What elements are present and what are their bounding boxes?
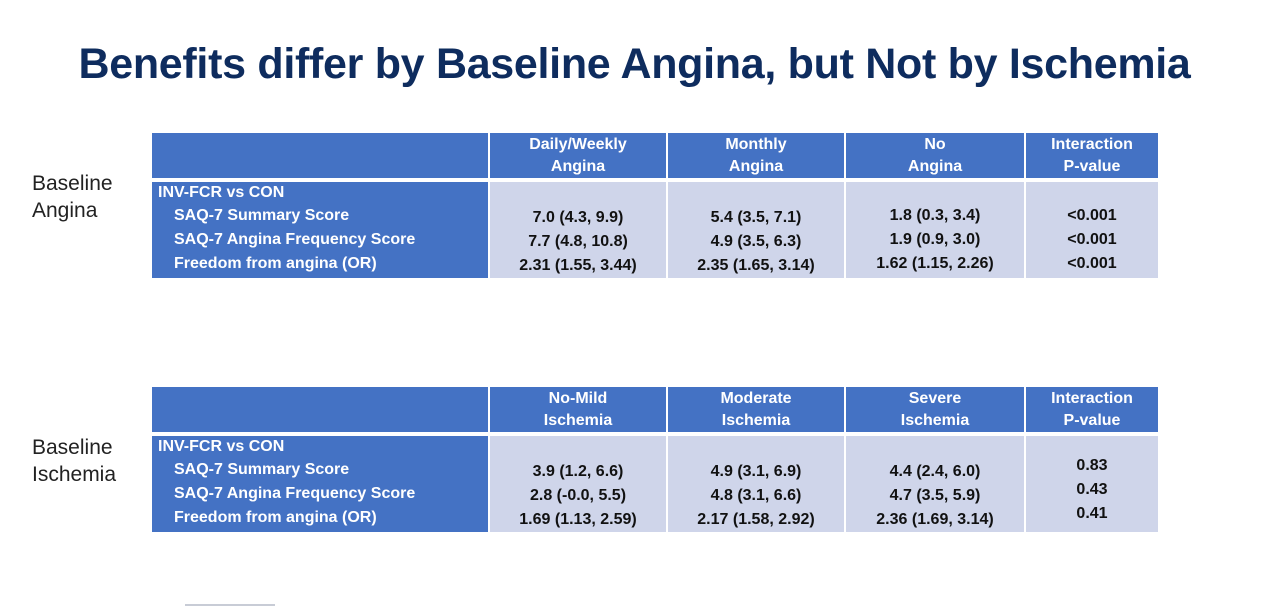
header-empty-cell — [152, 133, 490, 182]
table-cell: 4.8 (3.1, 6.6) — [710, 487, 802, 504]
ischemia-table: No-Mild Ischemia Moderate Ischemia Severe I… — [152, 387, 1158, 532]
table-cell: 1.9 (0.9, 3.0) — [889, 231, 981, 248]
table-cell: 1.8 (0.3, 3.4) — [889, 207, 981, 224]
table-cell: <0.001 — [1067, 231, 1117, 248]
header-moderate-ischemia: Moderate Ischemia — [668, 387, 846, 436]
row-label-summary-score: SAQ-7 Summary Score — [174, 207, 350, 224]
side-label-line: Baseline — [32, 436, 113, 459]
row-labels-cell: INV-FCR vs CON SAQ-7 Summary Score SAQ-7… — [152, 182, 490, 278]
header-severe-ischemia: Severe Ischemia — [846, 387, 1026, 436]
side-label-angina: Baseline Angina — [32, 170, 113, 224]
table-cell: 1.62 (1.15, 2.26) — [876, 255, 994, 272]
table-cell: 2.36 (1.69, 3.14) — [876, 511, 994, 528]
table-cell: 1.69 (1.13, 2.59) — [519, 511, 637, 528]
header-interaction-p-value: Interaction P-value — [1026, 387, 1158, 436]
table-cell: 2.17 (1.58, 2.92) — [697, 511, 815, 528]
header-no-angina: No Angina — [846, 133, 1026, 182]
side-label-line: Baseline — [32, 172, 113, 195]
side-label-line: Angina — [32, 199, 98, 222]
row-group-label: INV-FCR vs CON — [158, 438, 285, 455]
table-header-row: Daily/Weekly Angina Monthly Angina No Angin… — [152, 133, 1158, 182]
row-label-freedom-or: Freedom from angina (OR) — [174, 509, 377, 526]
row-label-frequency-score: SAQ-7 Angina Frequency Score — [174, 231, 416, 248]
table-cell: 2.31 (1.55, 3.44) — [519, 257, 637, 274]
table-cell: <0.001 — [1067, 207, 1117, 224]
table-cell: 4.4 (2.4, 6.0) — [889, 463, 981, 480]
table-body-row: INV-FCR vs CON SAQ-7 Summary Score SAQ-7… — [152, 182, 1158, 278]
table-cell: <0.001 — [1067, 255, 1117, 272]
values-no-mild: 3.9 (1.2, 6.6) 2.8 (-0.0, 5.5) 1.69 (1.1… — [490, 436, 668, 532]
table-cell: 0.43 — [1076, 481, 1108, 498]
header-daily-weekly-angina: Daily/Weekly Angina — [490, 133, 668, 182]
table-header-row: No-Mild Ischemia Moderate Ischemia Severe I… — [152, 387, 1158, 436]
footer-divider — [185, 604, 275, 606]
values-severe: 4.4 (2.4, 6.0) 4.7 (3.5, 5.9) 2.36 (1.69… — [846, 436, 1026, 532]
table-cell: 4.9 (3.5, 6.3) — [710, 233, 802, 250]
values-no-angina: 1.8 (0.3, 3.4) 1.9 (0.9, 3.0) 1.62 (1.15… — [846, 182, 1026, 278]
row-label-frequency-score: SAQ-7 Angina Frequency Score — [174, 485, 416, 502]
values-daily-weekly: 7.0 (4.3, 9.9) 7.7 (4.8, 10.8) 2.31 (1.5… — [490, 182, 668, 278]
values-p-value: <0.001 <0.001 <0.001 — [1026, 182, 1158, 278]
values-monthly: 5.4 (3.5, 7.1) 4.9 (3.5, 6.3) 2.35 (1.65… — [668, 182, 846, 278]
row-labels-cell: INV-FCR vs CON SAQ-7 Summary Score SAQ-7… — [152, 436, 490, 532]
row-group-label: INV-FCR vs CON — [158, 184, 285, 201]
table-cell: 4.9 (3.1, 6.9) — [710, 463, 802, 480]
slide-title: Benefits differ by Baseline Angina, but … — [78, 40, 1191, 88]
table-cell: 3.9 (1.2, 6.6) — [532, 463, 624, 480]
values-moderate: 4.9 (3.1, 6.9) 4.8 (3.1, 6.6) 2.17 (1.58… — [668, 436, 846, 532]
table-cell: 2.8 (-0.0, 5.5) — [529, 487, 627, 504]
header-no-mild-ischemia: No-Mild Ischemia — [490, 387, 668, 436]
table-cell: 7.7 (4.8, 10.8) — [528, 233, 628, 250]
angina-table: Daily/Weekly Angina Monthly Angina No Angin… — [152, 133, 1158, 278]
header-interaction-p-value: Interaction P-value — [1026, 133, 1158, 182]
table-cell: 0.41 — [1076, 505, 1108, 522]
table-cell: 5.4 (3.5, 7.1) — [710, 209, 802, 226]
table-cell: 7.0 (4.3, 9.9) — [532, 209, 624, 226]
table-cell: 4.7 (3.5, 5.9) — [889, 487, 981, 504]
table-cell: 0.83 — [1076, 457, 1108, 474]
header-empty-cell — [152, 387, 490, 436]
header-monthly-angina: Monthly Angina — [668, 133, 846, 182]
side-label-line: Ischemia — [32, 463, 117, 486]
values-p-value: 0.83 0.43 0.41 — [1026, 436, 1158, 532]
side-label-ischemia: Baseline Ischemia — [32, 434, 116, 488]
row-label-summary-score: SAQ-7 Summary Score — [174, 461, 350, 478]
row-label-freedom-or: Freedom from angina (OR) — [174, 255, 377, 272]
table-body-row: INV-FCR vs CON SAQ-7 Summary Score SAQ-7… — [152, 436, 1158, 532]
table-cell: 2.35 (1.65, 3.14) — [697, 257, 815, 274]
